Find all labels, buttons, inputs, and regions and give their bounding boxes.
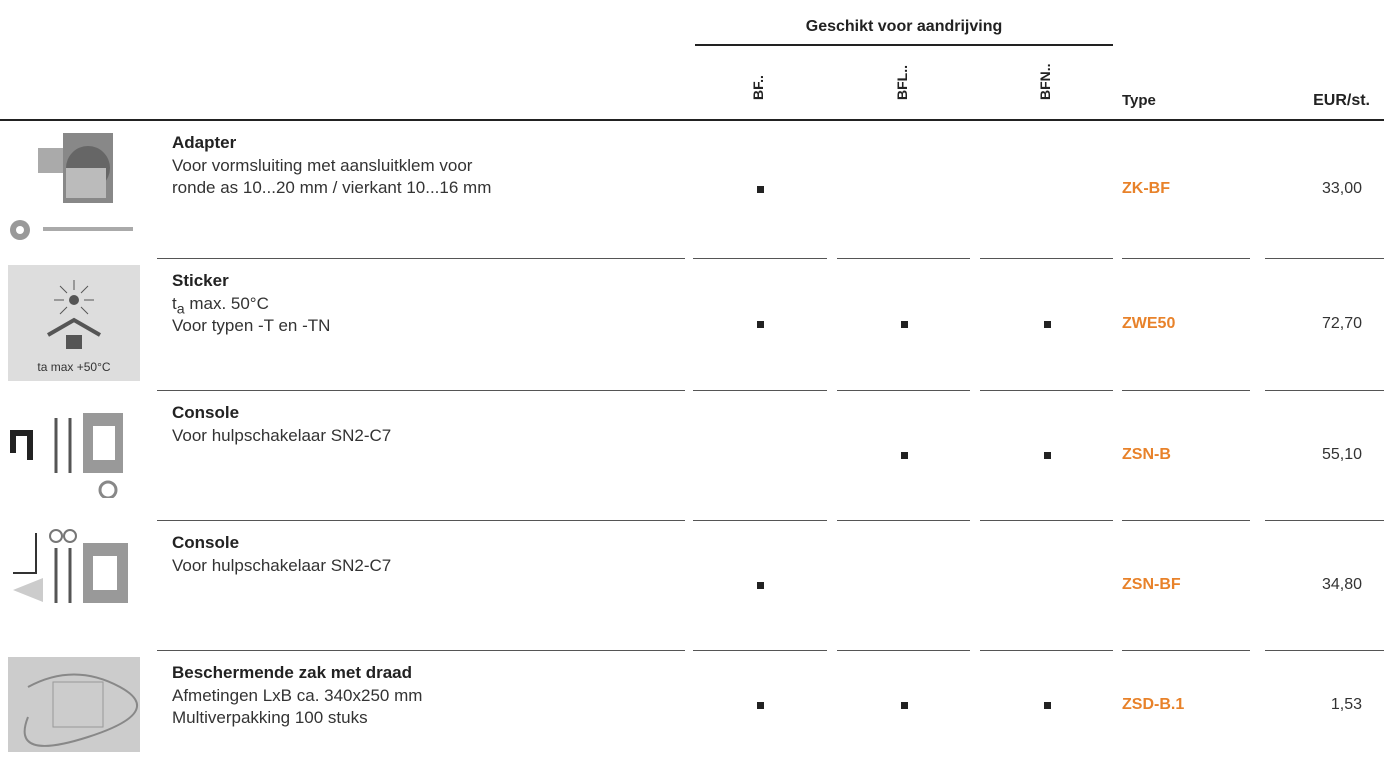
row-rule xyxy=(1265,520,1384,521)
row-rule xyxy=(693,390,827,391)
description-sub: a xyxy=(176,301,185,318)
fit-mark xyxy=(757,186,764,193)
column-header: BF.. xyxy=(750,75,766,100)
description-main: t xyxy=(172,294,177,313)
row-rule xyxy=(157,650,685,651)
image-sticker: ta max +50°C xyxy=(8,265,140,381)
description-tail: max. 50°C xyxy=(184,294,269,313)
row-rule xyxy=(157,390,685,391)
row-rule xyxy=(1122,258,1250,259)
price: 33,00 xyxy=(1321,180,1362,197)
price-header: EUR/st. xyxy=(1313,92,1370,109)
column-header: BFN.. xyxy=(1037,63,1053,100)
fit-mark xyxy=(1044,452,1051,459)
product-title: Console xyxy=(172,403,240,422)
group-header: Geschikt voor aandrijving xyxy=(805,18,1003,35)
image-bag xyxy=(8,657,140,752)
description: Afmetingen LxB ca. 340x250 mm xyxy=(172,686,423,705)
fit-mark xyxy=(1044,702,1051,709)
type-code: ZSN-B xyxy=(1122,446,1171,463)
description: Voor vormsluiting met aansluitklem voor xyxy=(172,156,473,175)
row-rule xyxy=(1265,390,1384,391)
row-rule xyxy=(837,258,970,259)
row-rule xyxy=(837,520,970,521)
row-rule xyxy=(980,390,1113,391)
fit-mark xyxy=(901,452,908,459)
product-title: Beschermende zak met draad xyxy=(172,663,412,682)
row-rule xyxy=(157,520,685,521)
type-code: ZWE50 xyxy=(1122,315,1176,332)
product-title: Sticker xyxy=(172,271,229,290)
row-rule xyxy=(837,650,970,651)
header-rule xyxy=(0,119,1384,121)
type-header: Type xyxy=(1122,92,1156,109)
type-code: ZK-BF xyxy=(1122,180,1170,197)
type-code: ZSD-B.1 xyxy=(1122,696,1185,713)
image-label: ta max +50°C xyxy=(37,360,111,374)
price: 72,70 xyxy=(1321,315,1362,332)
row-rule xyxy=(693,650,827,651)
row-rule xyxy=(1122,390,1250,391)
row-rule xyxy=(980,520,1113,521)
row-rule xyxy=(1122,650,1250,651)
price: 1,53 xyxy=(1330,696,1362,713)
row-rule xyxy=(1122,520,1250,521)
product-title: Adapter xyxy=(172,133,237,152)
image-console xyxy=(13,529,128,603)
column-header: BFL.. xyxy=(894,65,910,100)
row-rule xyxy=(693,520,827,521)
row-rule xyxy=(1265,650,1384,651)
type-code: ZSN-BF xyxy=(1122,576,1181,593)
description: ronde as 10...20 mm / vierkant 10...16 m… xyxy=(172,178,492,197)
fit-mark xyxy=(757,321,764,328)
group-rule xyxy=(695,44,1113,46)
row-rule xyxy=(693,258,827,259)
price: 55,10 xyxy=(1321,446,1362,463)
fit-mark xyxy=(901,321,908,328)
description: Multiverpakking 100 stuks xyxy=(172,708,368,727)
description: Voor hulpschakelaar SN2-C7 xyxy=(172,556,392,575)
fit-mark xyxy=(757,702,764,709)
description: Voor typen -T en -TN xyxy=(172,316,331,335)
product-title: Console xyxy=(172,533,240,552)
image-console xyxy=(10,413,123,498)
description: Voor hulpschakelaar SN2-C7 xyxy=(172,426,392,445)
description: ta max. 50°C xyxy=(172,293,269,320)
price: 34,80 xyxy=(1321,576,1362,593)
image-adapter xyxy=(10,133,133,240)
row-rule xyxy=(980,650,1113,651)
row-rule xyxy=(157,258,685,259)
fit-mark xyxy=(901,702,908,709)
fit-mark xyxy=(1044,321,1051,328)
row-rule xyxy=(837,390,970,391)
row-rule xyxy=(980,258,1113,259)
row-rule xyxy=(1265,258,1384,259)
fit-mark xyxy=(757,582,764,589)
